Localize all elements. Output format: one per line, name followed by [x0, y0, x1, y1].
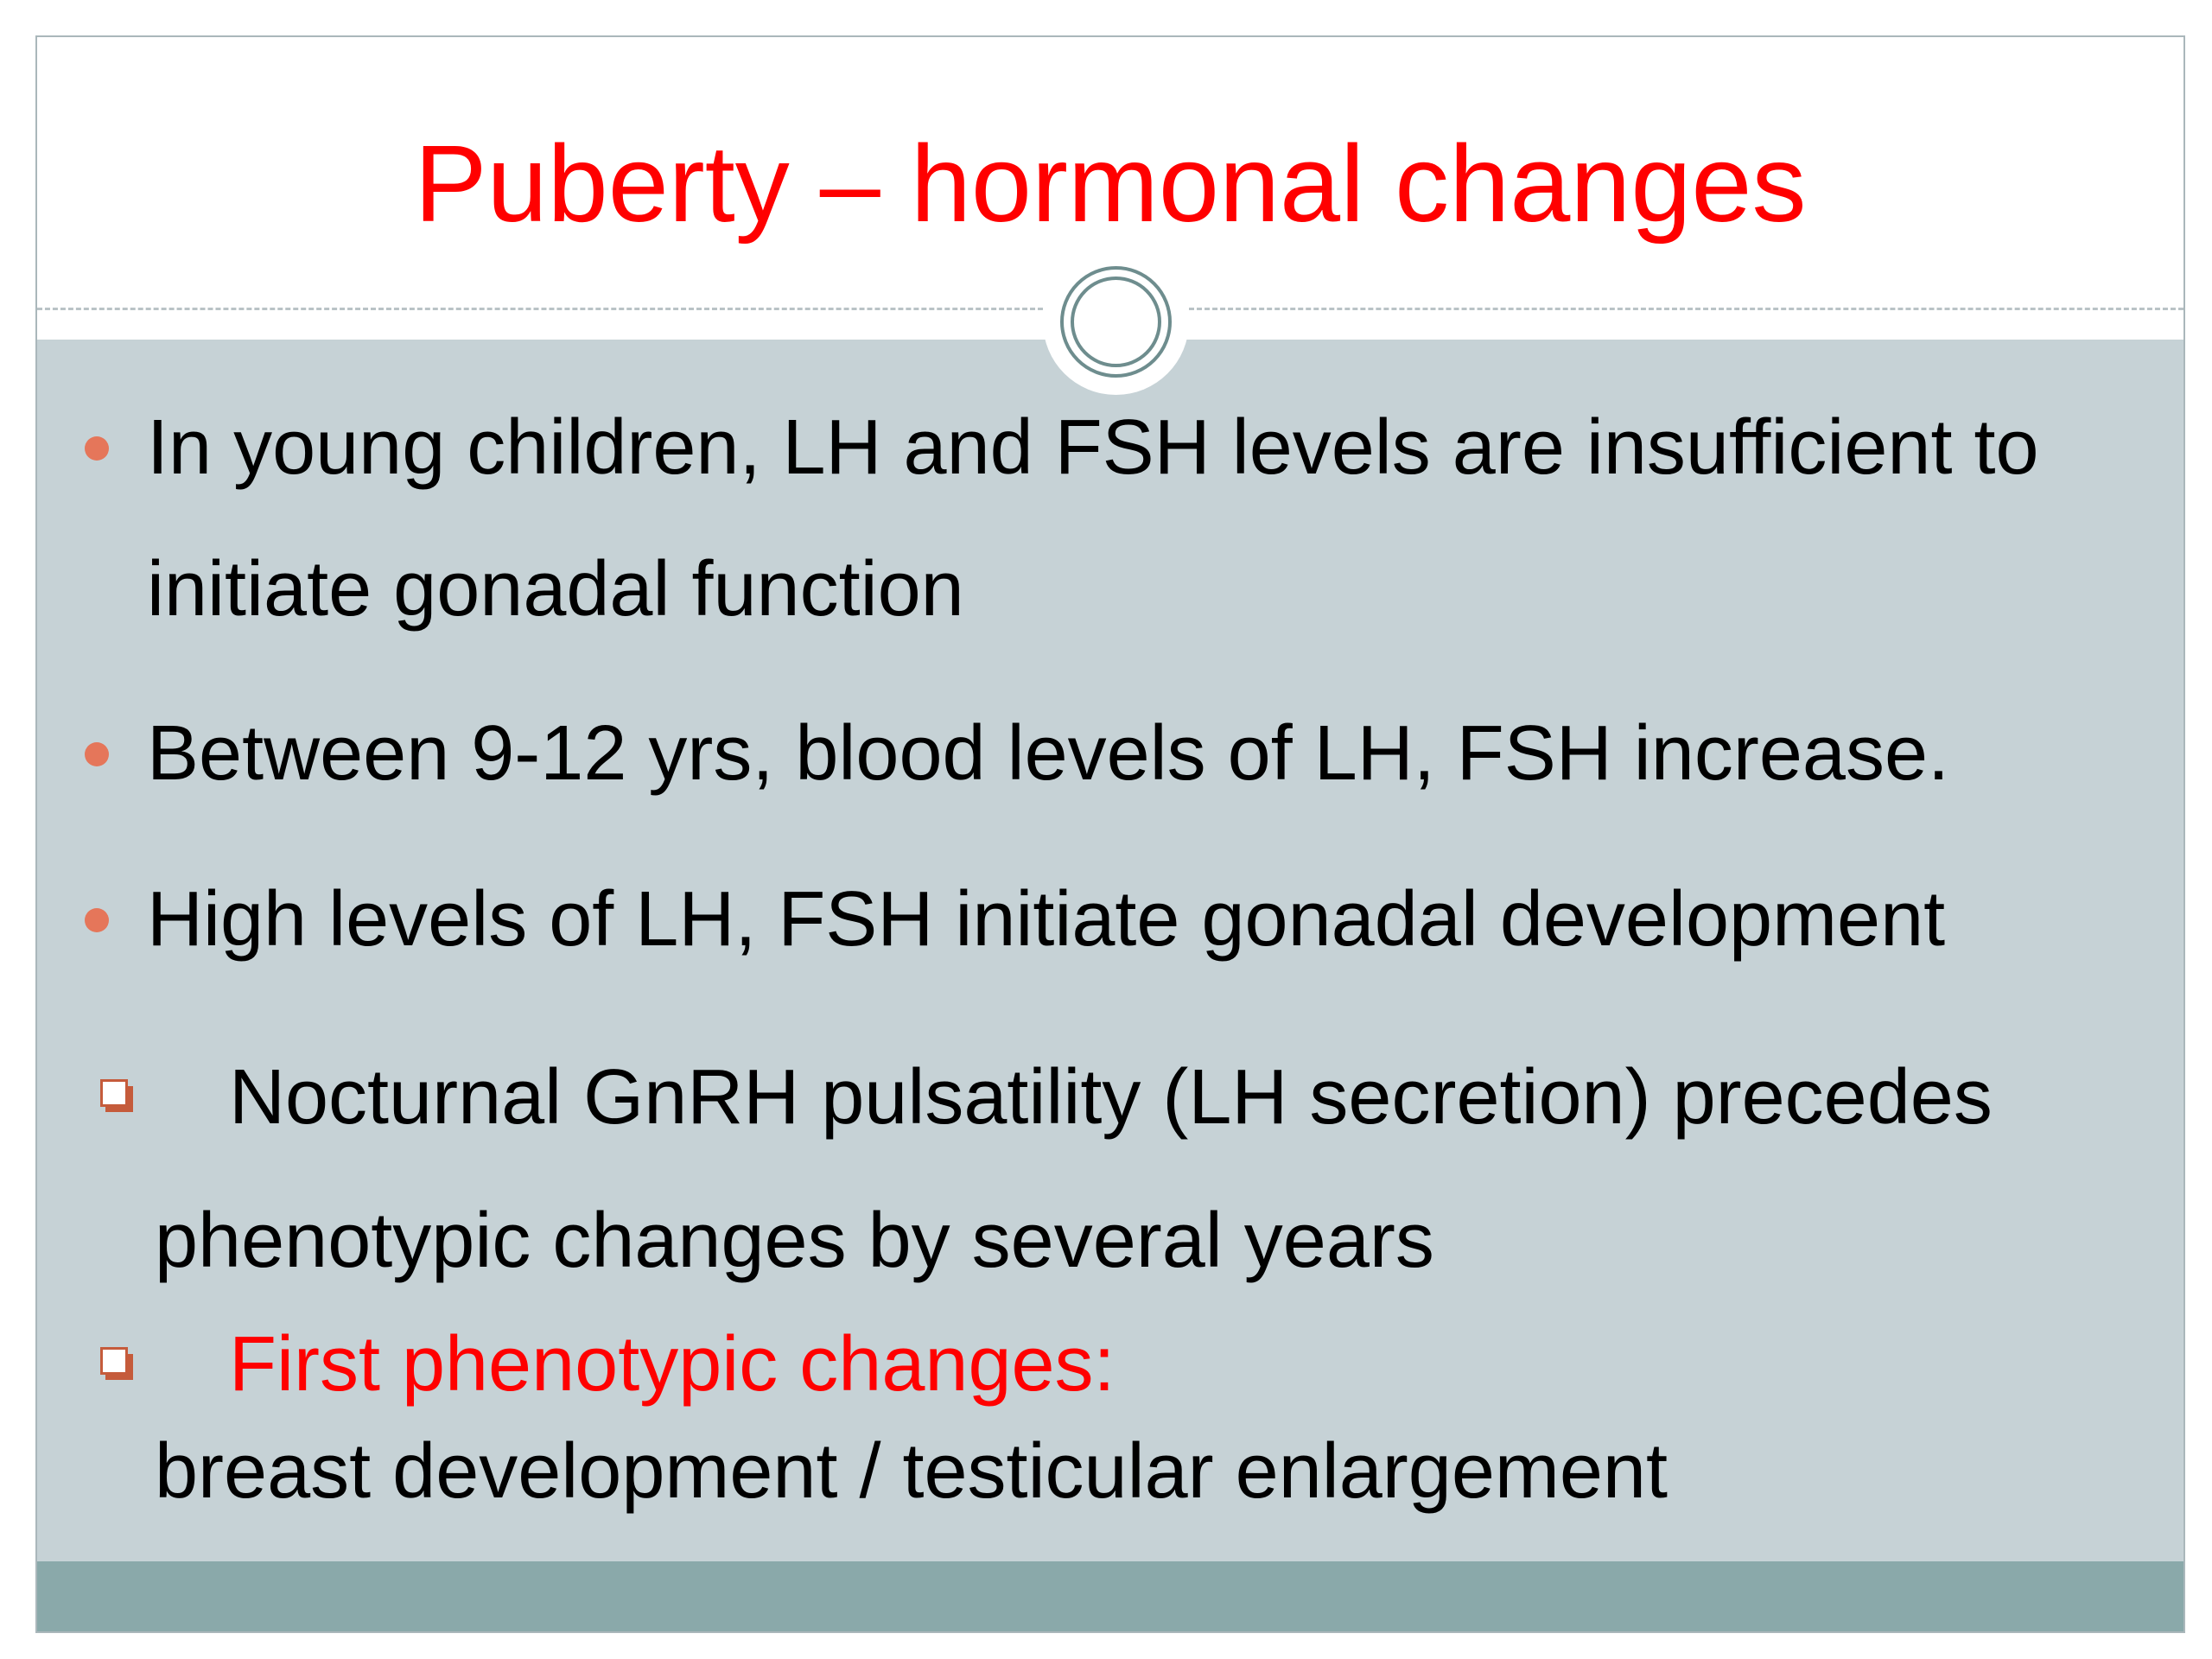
round-dot-bullet-icon [85, 742, 109, 766]
sub-bullet-1-line-2: phenotypic changes by several years [155, 1198, 1434, 1284]
bullet-3-line-1: High levels of LH, FSH initiate gonadal … [147, 876, 1946, 963]
double-ring-circle-icon [1043, 249, 1189, 395]
sub-bullet-2-line-1: First phenotypic changes: [229, 1321, 1116, 1408]
slide: Puberty – hormonal changes In young chil… [35, 35, 2185, 1633]
title-divider-right [1189, 308, 2183, 310]
title-divider-left [37, 308, 1043, 310]
inner-ring [1071, 276, 1161, 367]
content-area [37, 340, 2183, 1561]
round-dot-bullet-icon [85, 908, 109, 932]
footer-band [37, 1561, 2183, 1631]
outer-ring [1060, 266, 1172, 378]
bullet-2-line-1: Between 9-12 yrs, blood levels of LH, FS… [147, 710, 1949, 797]
bullet-1-line-1: In young children, LH and FSH levels are… [147, 404, 2039, 491]
slide-title: Puberty – hormonal changes [414, 123, 1807, 245]
sub-bullet-2-line-2: breast development / testicular enlargem… [155, 1428, 1668, 1515]
round-dot-bullet-icon [85, 436, 109, 461]
bullet-1-line-2: initiate gonadal function [147, 546, 964, 632]
square-checkbox-bullet-icon [100, 1347, 133, 1380]
square-checkbox-bullet-icon [100, 1079, 133, 1112]
sub-bullet-1-line-1: Nocturnal GnRH pulsatility (LH secretion… [229, 1054, 1993, 1141]
